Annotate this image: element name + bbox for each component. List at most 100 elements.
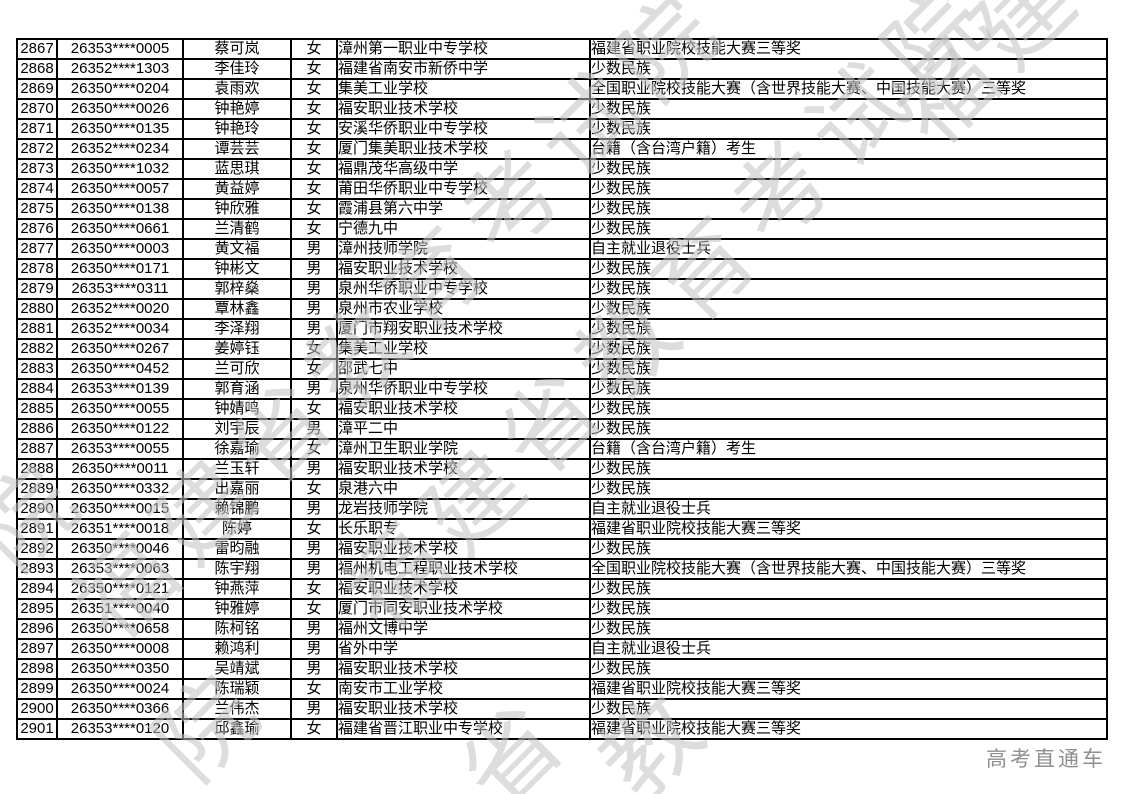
exam-id-cell: 26350****0267 [56, 338, 184, 360]
row-number-cell: 2877 [16, 238, 58, 260]
remark-cell: 少数民族 [589, 418, 1108, 440]
exam-id-cell: 26350****1032 [56, 158, 184, 180]
school-cell: 福安职业技术学校 [336, 398, 591, 420]
name-cell: 陈瑞颖 [182, 678, 292, 700]
records-table: 2867 26353****0005 蔡可岚女漳州第一职业中专学校 福建省职业院校技能… [16, 38, 1108, 740]
exam-id-cell: 26351****0040 [56, 598, 184, 620]
row-number-cell: 2897 [16, 638, 58, 660]
remark-cell: 全国职业院校技能大赛（含世界技能大赛、中国技能大赛）三等奖 [589, 78, 1108, 100]
table-row: 2890 26350****0015 赖锦鹏男龙岩技师学院 自主就业退役士兵 [16, 498, 1108, 520]
school-cell: 福安职业技术学校 [336, 698, 591, 720]
school-cell: 集美工业学校 [336, 338, 591, 360]
exam-id-cell: 26352****0234 [56, 138, 184, 160]
exam-id-cell: 26350****0003 [56, 238, 184, 260]
remark-cell: 少数民族 [589, 478, 1108, 500]
exam-id-cell: 26353****0055 [56, 438, 184, 460]
table-row: 2900 26350****0366 兰伟杰男福安职业技术学校 少数民族 [16, 698, 1108, 720]
row-number-cell: 2881 [16, 318, 58, 340]
exam-id-cell: 26352****0020 [56, 298, 184, 320]
table-row: 2868 26352****1303 李佳玲女福建省南安市新侨中学 少数民族 [16, 58, 1108, 80]
name-cell: 陈宇翔 [182, 558, 292, 580]
row-number-cell: 2869 [16, 78, 58, 100]
name-cell: 赖锦鹏 [182, 498, 292, 520]
table-row: 2897 26350****0008 赖鸿利男省外中学 自主就业退役士兵 [16, 638, 1108, 660]
name-cell: 钟艳婷 [182, 98, 292, 120]
table-row: 2893 26353****0063 陈宇翔男福州机电工程职业技术学校 全国职业院校技… [16, 558, 1108, 580]
row-number-cell: 2875 [16, 198, 58, 220]
school-cell: 泉港六中 [336, 478, 591, 500]
school-cell: 福安职业技术学校 [336, 98, 591, 120]
name-cell: 郭育涵 [182, 378, 292, 400]
remark-cell: 少数民族 [589, 458, 1108, 480]
row-number-cell: 2900 [16, 698, 58, 720]
remark-cell: 福建省职业院校技能大赛三等奖 [589, 38, 1108, 60]
gender-cell: 女 [290, 138, 338, 160]
table-row: 2878 26350****0171 钟彬文男福安职业技术学校 少数民族 [16, 258, 1108, 280]
row-number-cell: 2901 [16, 718, 58, 740]
table-row: 2874 26350****0057 黄益婷女莆田华侨职业中专学校 少数民族 [16, 178, 1108, 200]
remark-cell: 自主就业退役士兵 [589, 238, 1108, 260]
name-cell: 黄益婷 [182, 178, 292, 200]
name-cell: 兰可欣 [182, 358, 292, 380]
gender-cell: 女 [290, 338, 338, 360]
remark-cell: 少数民族 [589, 378, 1108, 400]
table-row: 2899 26350****0024 陈瑞颖女南安市工业学校 福建省职业院校技能大赛三… [16, 678, 1108, 700]
school-cell: 厦门集美职业技术学校 [336, 138, 591, 160]
exam-id-cell: 26350****0122 [56, 418, 184, 440]
remark-cell: 台籍（含台湾户籍）考生 [589, 138, 1108, 160]
gender-cell: 女 [290, 438, 338, 460]
table-row: 2891 26351****0018 陈婷女长乐职专 福建省职业院校技能大赛三等奖 [16, 518, 1108, 540]
row-number-cell: 2876 [16, 218, 58, 240]
remark-cell: 少数民族 [589, 578, 1108, 600]
exam-id-cell: 26350****0046 [56, 538, 184, 560]
name-cell: 陈柯铭 [182, 618, 292, 640]
school-cell: 南安市工业学校 [336, 678, 591, 700]
remark-cell: 少数民族 [589, 178, 1108, 200]
name-cell: 钟婧鸣 [182, 398, 292, 420]
remark-cell: 少数民族 [589, 598, 1108, 620]
school-cell: 漳州卫生职业学院 [336, 438, 591, 460]
exam-id-cell: 26350****0011 [56, 458, 184, 480]
row-number-cell: 2895 [16, 598, 58, 620]
remark-cell: 少数民族 [589, 338, 1108, 360]
row-number-cell: 2888 [16, 458, 58, 480]
school-cell: 泉州华侨职业中专学校 [336, 278, 591, 300]
exam-id-cell: 26350****0350 [56, 658, 184, 680]
school-cell: 漳州技师学院 [336, 238, 591, 260]
exam-id-cell: 26352****0034 [56, 318, 184, 340]
name-cell: 钟燕萍 [182, 578, 292, 600]
row-number-cell: 2896 [16, 618, 58, 640]
remark-cell: 福建省职业院校技能大赛三等奖 [589, 718, 1108, 740]
exam-id-cell: 26353****0005 [56, 38, 184, 60]
table-row: 2881 26352****0034 李泽翔男厦门市翔安职业技术学校 少数民族 [16, 318, 1108, 340]
gender-cell: 女 [290, 178, 338, 200]
records-table-body: 2867 26353****0005 蔡可岚女漳州第一职业中专学校 福建省职业院校技能… [16, 38, 1108, 740]
remark-cell: 少数民族 [589, 198, 1108, 220]
gender-cell: 女 [290, 98, 338, 120]
table-row: 2879 26353****0311 郭梓燊男泉州华侨职业中专学校 少数民族 [16, 278, 1108, 300]
exam-id-cell: 26350****0366 [56, 698, 184, 720]
exam-id-cell: 26350****0658 [56, 618, 184, 640]
name-cell: 兰玉轩 [182, 458, 292, 480]
gender-cell: 女 [290, 218, 338, 240]
row-number-cell: 2886 [16, 418, 58, 440]
school-cell: 厦门市翔安职业技术学校 [336, 318, 591, 340]
gender-cell: 女 [290, 718, 338, 740]
school-cell: 福安职业技术学校 [336, 538, 591, 560]
gender-cell: 男 [290, 258, 338, 280]
school-cell: 泉州华侨职业中专学校 [336, 378, 591, 400]
exam-id-cell: 26353****0063 [56, 558, 184, 580]
exam-id-cell: 26350****0008 [56, 638, 184, 660]
row-number-cell: 2899 [16, 678, 58, 700]
school-cell: 泉州市农业学校 [336, 298, 591, 320]
name-cell: 郭梓燊 [182, 278, 292, 300]
name-cell: 兰清鹤 [182, 218, 292, 240]
table-row: 2898 26350****0350 吴靖斌男福安职业技术学校 少数民族 [16, 658, 1108, 680]
exam-id-cell: 26353****0139 [56, 378, 184, 400]
gender-cell: 男 [290, 638, 338, 660]
name-cell: 蔡可岚 [182, 38, 292, 60]
table-row: 2884 26353****0139 郭育涵男泉州华侨职业中专学校 少数民族 [16, 378, 1108, 400]
row-number-cell: 2892 [16, 538, 58, 560]
name-cell: 邱鑫瑜 [182, 718, 292, 740]
